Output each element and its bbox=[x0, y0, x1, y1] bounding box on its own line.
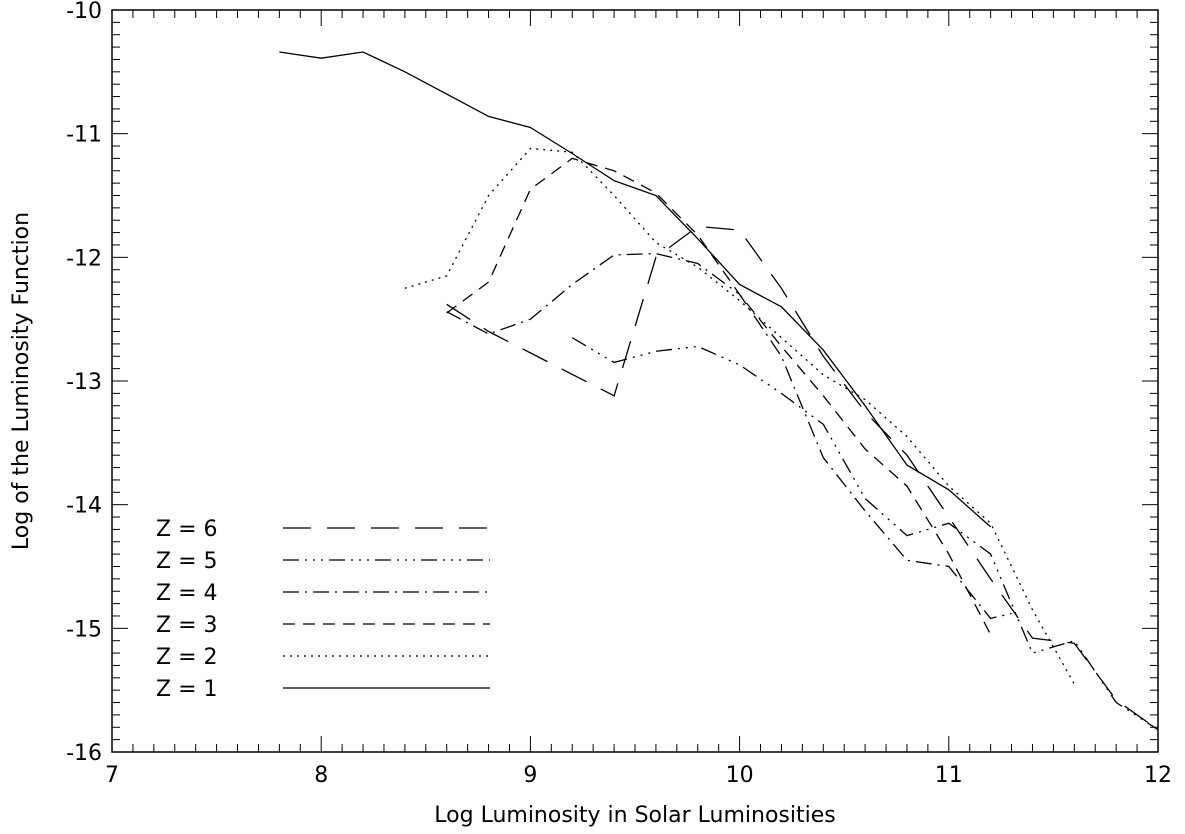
x-tick-label: 11 bbox=[935, 763, 963, 788]
data-point bbox=[572, 284, 573, 285]
data-point bbox=[530, 189, 531, 190]
y-tick-label: -15 bbox=[66, 617, 102, 642]
y-tick-label: -16 bbox=[66, 741, 102, 766]
x-tick-label: 12 bbox=[1144, 763, 1172, 788]
data-point bbox=[697, 226, 698, 227]
y-tick-label: -13 bbox=[66, 370, 102, 395]
x-tick-label: 10 bbox=[726, 763, 754, 788]
data-point bbox=[781, 346, 782, 347]
data-point bbox=[1032, 652, 1033, 653]
y-tick-label: -11 bbox=[66, 123, 102, 148]
series-line-1 bbox=[446, 225, 1159, 731]
legend-label: Z = 4 bbox=[156, 581, 218, 606]
x-axis-label: Log Luminosity in Solar Luminosities bbox=[434, 803, 835, 828]
data-point bbox=[990, 634, 991, 635]
axis-tick-labels: 7 8 9 10 11 12 -10 -11 -12 -13 -14 -15 -16 bbox=[66, 0, 1172, 788]
data-point bbox=[1074, 640, 1075, 641]
data-point bbox=[948, 516, 949, 517]
legend-label: Z = 6 bbox=[156, 517, 218, 542]
data-point bbox=[613, 254, 614, 255]
legend-label: Z = 1 bbox=[156, 677, 218, 702]
series-line-6 bbox=[279, 51, 992, 528]
series-line-5 bbox=[404, 147, 1075, 685]
plot-frame bbox=[111, 9, 1159, 753]
data-point bbox=[865, 411, 866, 412]
data-point bbox=[697, 267, 698, 268]
data-point bbox=[697, 234, 698, 235]
data-point bbox=[1074, 683, 1075, 684]
data-point bbox=[697, 346, 698, 347]
x-tick-label: 9 bbox=[523, 763, 537, 788]
y-axis-label: Log of the Luminosity Function bbox=[9, 212, 34, 550]
data-point bbox=[1116, 699, 1117, 700]
data-point bbox=[781, 356, 782, 357]
data-point bbox=[613, 195, 614, 196]
legend-label: Z = 5 bbox=[156, 549, 218, 574]
data-point bbox=[655, 242, 656, 243]
series-layer bbox=[279, 51, 1159, 731]
y-tick-label: -10 bbox=[66, 0, 102, 24]
axis-ticks bbox=[111, 9, 1159, 753]
legend-label: Z = 3 bbox=[156, 613, 218, 638]
x-tick-label: 7 bbox=[105, 763, 119, 788]
y-tick-label: -14 bbox=[66, 494, 102, 519]
series-line-4 bbox=[446, 157, 992, 635]
series-line-2 bbox=[571, 337, 1159, 731]
data-point bbox=[990, 523, 991, 524]
data-point bbox=[948, 486, 949, 487]
data-point bbox=[906, 560, 907, 561]
y-tick-label: -12 bbox=[66, 246, 102, 271]
legend-label: Z = 2 bbox=[156, 645, 218, 670]
data-point bbox=[655, 192, 656, 193]
data-point bbox=[655, 253, 656, 254]
series-line-3 bbox=[446, 252, 1012, 620]
x-tick-label: 8 bbox=[314, 763, 328, 788]
data-point bbox=[488, 333, 489, 334]
data-point bbox=[739, 230, 740, 231]
data-point bbox=[739, 364, 740, 365]
legend: Z = 6 Z = 5 Z = 4 Z = 3 Z = 2 Z = 1 bbox=[156, 517, 490, 702]
